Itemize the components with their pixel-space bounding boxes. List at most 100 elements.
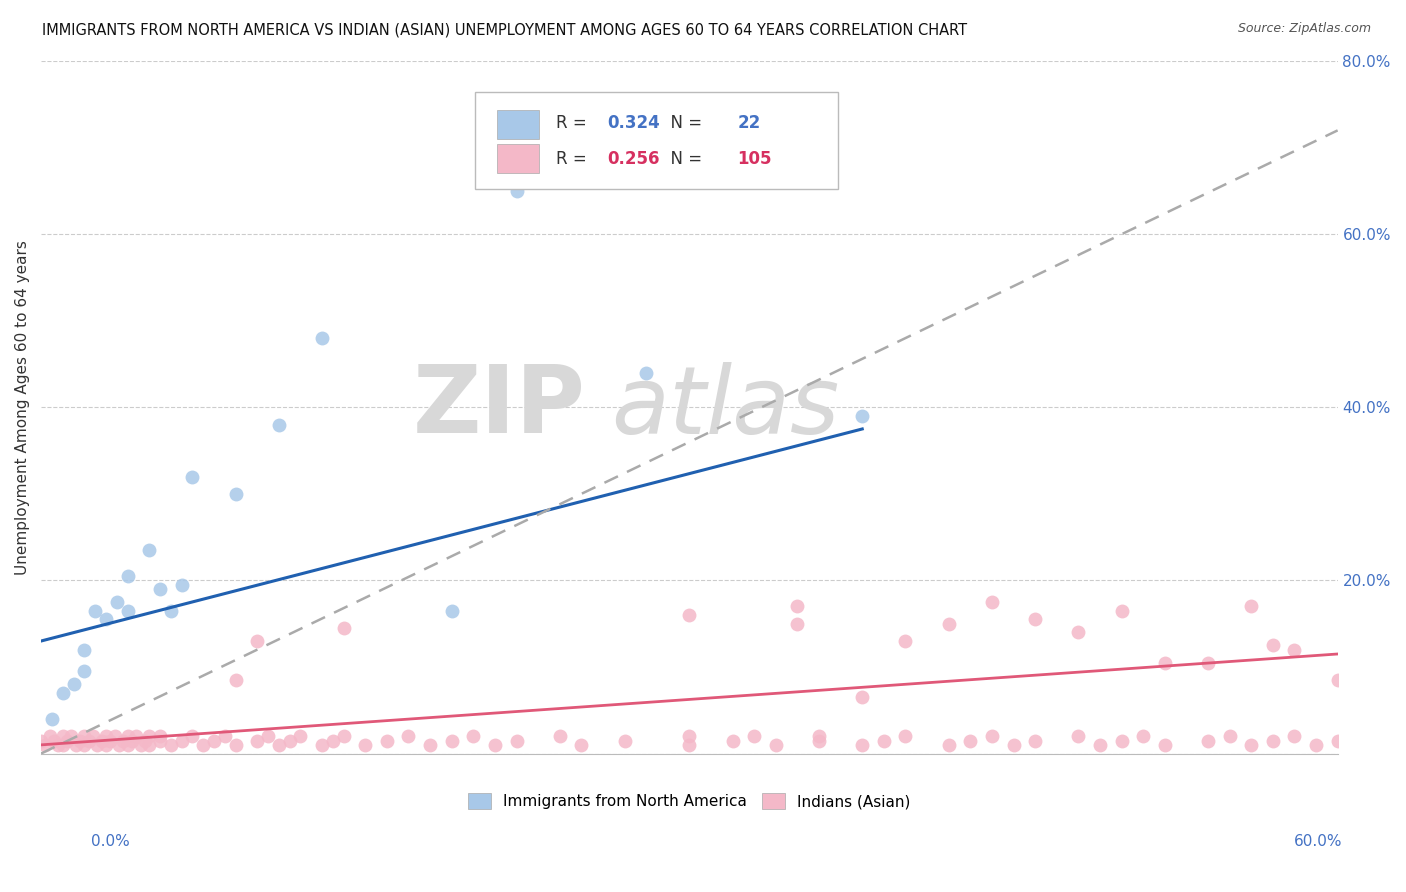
Point [170,578,193,592]
Point [894,729,917,743]
Point [505,184,527,198]
Point [117,569,139,583]
Point [938,616,960,631]
Text: 22: 22 [737,114,761,132]
Point [980,729,1002,743]
Point [159,738,181,752]
Point [149,729,172,743]
Point [214,729,236,743]
Point [484,738,506,752]
Point [138,543,160,558]
Point [1197,733,1219,747]
Point [354,738,377,752]
Point [1111,733,1133,747]
Point [1153,738,1175,752]
Point [65,738,87,752]
Point [1088,738,1111,752]
Point [73,665,96,679]
Point [1240,599,1263,614]
Point [1153,656,1175,670]
Text: IMMIGRANTS FROM NORTH AMERICA VS INDIAN (ASIAN) UNEMPLOYMENT AMONG AGES 60 TO 64: IMMIGRANTS FROM NORTH AMERICA VS INDIAN … [42,22,967,37]
Point [1261,638,1284,652]
Y-axis label: Unemployment Among Ages 60 to 64 years: Unemployment Among Ages 60 to 64 years [15,240,30,574]
Point [84,604,107,618]
FancyBboxPatch shape [475,92,838,189]
Point [138,738,160,752]
Point [938,738,960,752]
Point [851,409,873,423]
Point [52,738,75,752]
Point [980,595,1002,609]
Point [959,733,981,747]
Point [149,582,172,596]
Point [851,738,873,752]
Point [52,686,75,700]
Point [808,729,831,743]
Text: N =: N = [659,151,707,169]
Point [257,729,280,743]
Point [1284,642,1306,657]
Point [851,690,873,705]
Point [134,733,156,747]
Point [375,733,398,747]
Point [202,733,225,747]
Point [77,733,100,747]
Point [678,729,700,743]
Point [1197,656,1219,670]
Point [62,677,84,691]
Point [873,733,896,747]
Point [117,738,139,752]
Point [808,733,831,747]
Text: 0.256: 0.256 [607,151,661,169]
Point [1305,738,1327,752]
Bar [498,145,538,173]
Point [181,469,204,483]
Point [1326,733,1348,747]
Point [48,738,70,752]
Point [786,616,808,631]
Point [30,733,52,747]
Point [52,729,75,743]
Point [636,366,658,380]
Bar [498,110,538,138]
Point [103,729,125,743]
Point [129,738,152,752]
Point [1240,738,1263,752]
Point [105,595,128,609]
Point [246,733,269,747]
Point [721,733,744,747]
Point [1261,733,1284,747]
Point [73,729,96,743]
Point [86,738,108,752]
Point [225,738,247,752]
Point [1067,729,1090,743]
Text: 60.0%: 60.0% [1295,834,1343,848]
Text: N =: N = [659,114,707,132]
Text: 0.324: 0.324 [607,114,661,132]
Point [90,733,112,747]
Point [117,729,139,743]
Point [311,331,333,345]
Point [159,604,181,618]
Point [138,729,160,743]
Point [38,729,60,743]
Point [613,733,636,747]
Point [1111,604,1133,618]
Point [69,733,91,747]
Point [246,634,269,648]
Point [278,733,301,747]
Point [181,729,204,743]
Text: ZIP: ZIP [413,361,586,453]
Point [1132,729,1154,743]
Point [56,733,79,747]
Point [894,634,917,648]
Point [332,621,354,635]
Text: atlas: atlas [612,362,839,453]
Point [1326,673,1348,687]
Text: 105: 105 [737,151,772,169]
Point [60,729,83,743]
Point [742,729,765,743]
Point [41,712,63,726]
Point [267,738,290,752]
Point [117,604,139,618]
